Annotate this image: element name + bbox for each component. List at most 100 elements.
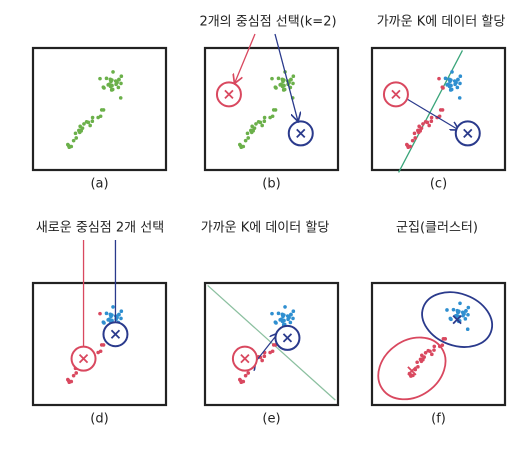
data-point: [260, 358, 264, 363]
data-point: [413, 136, 418, 140]
data-point: [77, 130, 82, 135]
data-point: [432, 348, 436, 352]
data-point: [280, 312, 285, 317]
data-point: [66, 378, 71, 383]
data-point: [88, 123, 92, 128]
data-point: [84, 120, 89, 124]
data-point: [71, 373, 76, 378]
data-point: [287, 315, 291, 320]
data-point: [243, 373, 248, 378]
data-point: [96, 115, 100, 120]
data-point: [117, 312, 121, 317]
data-point: [98, 311, 102, 316]
panel-label: (a): [90, 177, 108, 192]
panel-box: [31, 46, 168, 172]
data-point: [96, 350, 100, 355]
panel-box: [203, 46, 340, 172]
data-point: [462, 312, 466, 316]
data-point: [102, 321, 106, 325]
data-point: [104, 311, 109, 316]
data-point: [432, 344, 437, 349]
data-point: [111, 70, 115, 74]
data-point: [445, 83, 449, 87]
data-point: [415, 360, 419, 365]
data-point: [268, 350, 272, 355]
data-point: [270, 311, 274, 316]
data-point: [119, 81, 123, 86]
data-point: [99, 343, 104, 347]
data-point: [416, 130, 421, 135]
panel-heading: 2개의 중심점 선택(k=2): [199, 15, 336, 30]
data-point: [276, 311, 281, 316]
centroid-x: [224, 89, 234, 99]
data-point: [108, 312, 113, 317]
panel-label: (d): [90, 412, 108, 427]
data-point: [450, 70, 454, 74]
pointer-arrow: [274, 33, 298, 120]
centroid-x: [78, 354, 89, 364]
data-point: [117, 77, 121, 82]
data-point: [458, 81, 462, 86]
data-point: [448, 88, 453, 92]
data-point: [111, 305, 115, 309]
panel-heading: 가까운 K에 데이터 할당: [377, 15, 506, 30]
data-point: [422, 355, 426, 359]
data-point: [106, 83, 110, 87]
data-point: [71, 138, 76, 143]
data-point: [429, 115, 434, 120]
data-point: [119, 74, 124, 78]
data-point: [249, 130, 254, 135]
panel-label: (b): [262, 177, 280, 192]
data-point: [256, 120, 261, 124]
centroid-x: [391, 89, 401, 99]
data-point: [441, 86, 445, 90]
data-point: [465, 327, 470, 332]
data-point: [238, 143, 243, 148]
data-point: [458, 301, 462, 306]
data-point: [437, 344, 442, 349]
data-point: [291, 309, 296, 313]
data-point: [281, 318, 286, 323]
data-point: [289, 77, 293, 82]
centroid-x: [452, 314, 462, 325]
centroid-x: [296, 128, 306, 139]
data-point: [270, 76, 274, 81]
data-point: [456, 77, 460, 82]
data-point: [278, 318, 282, 322]
data-point: [448, 83, 453, 88]
data-point: [252, 126, 257, 130]
data-point: [74, 136, 79, 140]
data-point: [276, 76, 281, 81]
data-point: [441, 337, 446, 341]
data-point: [106, 318, 110, 322]
cluster-ellipse: [377, 336, 447, 401]
distance-arrow: [255, 334, 278, 363]
data-point: [291, 74, 296, 78]
data-point: [280, 77, 285, 82]
data-point: [291, 316, 295, 321]
data-point: [278, 83, 282, 87]
data-point: [464, 309, 468, 313]
data-point: [109, 88, 114, 92]
data-point: [421, 122, 425, 126]
data-point: [66, 143, 71, 148]
data-point: [268, 115, 272, 120]
data-point: [455, 308, 460, 313]
data-point: [271, 343, 276, 347]
data-point: [451, 307, 456, 312]
data-point: [443, 76, 448, 81]
data-point: [445, 308, 449, 312]
data-point: [466, 312, 470, 317]
data-point: [410, 138, 415, 143]
distance-arrow: [406, 98, 458, 129]
data-point: [455, 85, 460, 90]
data-point: [108, 77, 113, 82]
data-point: [262, 115, 267, 120]
data-point: [430, 352, 434, 357]
data-point: [262, 354, 267, 359]
data-point: [109, 318, 114, 323]
data-point: [238, 378, 243, 383]
data-point: [99, 108, 104, 112]
data-point: [283, 305, 287, 309]
